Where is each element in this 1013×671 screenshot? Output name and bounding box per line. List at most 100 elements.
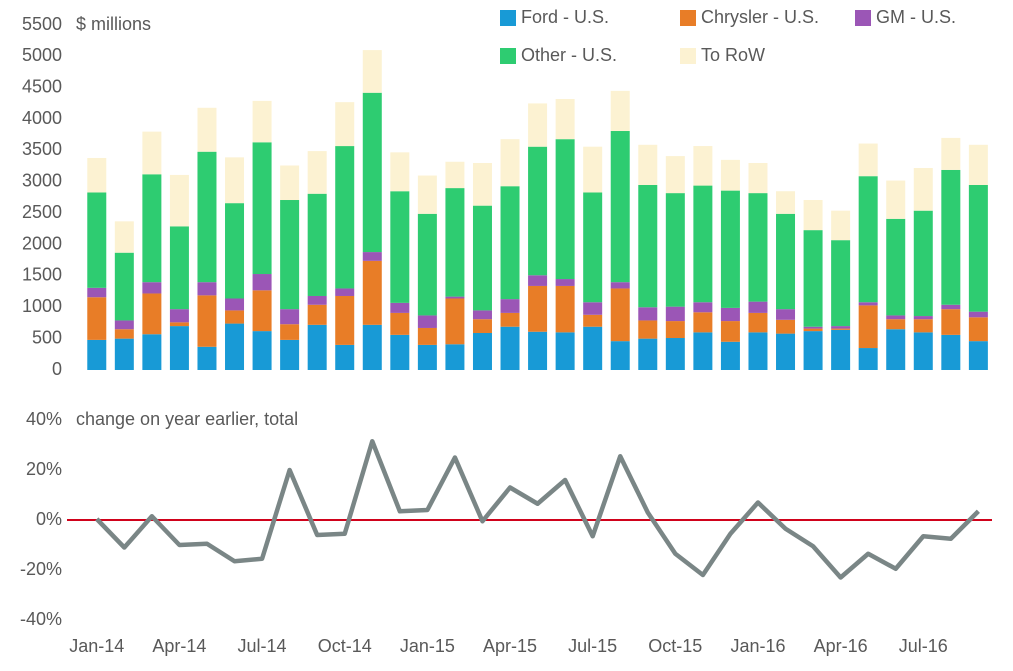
bar-segment bbox=[968, 144, 988, 185]
y-tick-label: 4500 bbox=[22, 76, 62, 96]
bar-segment bbox=[252, 290, 272, 332]
bar-segment bbox=[390, 152, 410, 192]
bar-segment bbox=[225, 157, 245, 204]
bar-segment bbox=[445, 298, 465, 345]
axis-title: change on year earlier, total bbox=[76, 409, 298, 429]
y-tick-label: 4000 bbox=[22, 108, 62, 128]
x-tick-label: Apr-14 bbox=[152, 636, 206, 656]
bar-segment bbox=[831, 326, 851, 329]
bar-segment bbox=[142, 174, 162, 283]
bar-segment bbox=[114, 221, 134, 253]
bar-segment bbox=[858, 305, 878, 349]
y-tick-label: 20% bbox=[26, 459, 62, 479]
x-tick-label: Apr-16 bbox=[814, 636, 868, 656]
bar-segment bbox=[583, 314, 603, 327]
bar-segment bbox=[941, 169, 961, 305]
bar-segment bbox=[528, 331, 548, 370]
bar-segment bbox=[858, 143, 878, 177]
x-tick-label: Jul-16 bbox=[899, 636, 948, 656]
bar-segment bbox=[142, 282, 162, 294]
x-tick-label: Jan-14 bbox=[69, 636, 124, 656]
bar-segment bbox=[417, 175, 437, 214]
bar-segment bbox=[858, 176, 878, 303]
legend-swatch bbox=[855, 10, 871, 26]
bar-segment bbox=[720, 159, 740, 191]
bar-segment bbox=[555, 139, 575, 280]
bar-segment bbox=[417, 327, 437, 345]
bar-segment bbox=[555, 99, 575, 140]
bar-segment bbox=[776, 319, 796, 334]
bar-segment bbox=[445, 296, 465, 299]
bar-segment bbox=[803, 200, 823, 231]
bar-segment bbox=[252, 142, 272, 275]
bar-segment bbox=[665, 193, 685, 307]
bar-segment bbox=[748, 193, 768, 302]
bar-segment bbox=[280, 324, 300, 340]
bar-segment bbox=[472, 319, 492, 333]
bar-segment bbox=[197, 295, 217, 347]
bar-segment bbox=[720, 341, 740, 370]
bar-segment bbox=[307, 324, 327, 370]
bar-segment bbox=[500, 186, 520, 300]
bar-segment bbox=[583, 192, 603, 303]
x-tick-label: Oct-15 bbox=[648, 636, 702, 656]
y-tick-label: 0 bbox=[52, 359, 62, 379]
y-tick-label: 1500 bbox=[22, 265, 62, 285]
bar-segment bbox=[528, 275, 548, 286]
bar-segment bbox=[472, 310, 492, 320]
legend-swatch bbox=[680, 48, 696, 64]
bar-segment bbox=[280, 339, 300, 370]
bar-segment bbox=[417, 315, 437, 328]
bar-segment bbox=[941, 334, 961, 370]
x-tick-label: Apr-15 bbox=[483, 636, 537, 656]
bar-segment bbox=[913, 332, 933, 370]
bar-segment bbox=[803, 326, 823, 329]
x-tick-label: Jul-14 bbox=[238, 636, 287, 656]
bar-segment bbox=[445, 161, 465, 189]
bar-segment bbox=[803, 230, 823, 327]
bar-segment bbox=[583, 302, 603, 315]
bar-segment bbox=[555, 279, 575, 286]
bar-segment bbox=[500, 312, 520, 327]
bar-segment bbox=[776, 333, 796, 370]
bar-segment bbox=[252, 331, 272, 370]
bar-segment bbox=[225, 298, 245, 311]
bar-segment bbox=[307, 193, 327, 296]
bar-segment bbox=[252, 100, 272, 143]
y-tick-label: 5500 bbox=[22, 14, 62, 34]
bar-segment bbox=[114, 320, 134, 330]
bar-segment bbox=[583, 326, 603, 370]
y-tick-label: 0% bbox=[36, 509, 62, 529]
bar-segment bbox=[886, 319, 906, 330]
bar-segment bbox=[280, 200, 300, 310]
bar-segment bbox=[748, 312, 768, 333]
bar-segment bbox=[776, 191, 796, 214]
legend-label: Other - U.S. bbox=[521, 45, 617, 65]
bar-segment bbox=[528, 285, 548, 332]
bar-segment bbox=[913, 319, 933, 333]
legend-label: Chrysler - U.S. bbox=[701, 7, 819, 27]
bar-segment bbox=[638, 338, 658, 370]
bar-segment bbox=[610, 131, 630, 283]
bar-segment bbox=[803, 328, 823, 332]
bar-segment bbox=[528, 103, 548, 147]
bar-segment bbox=[335, 146, 355, 289]
bar-segment bbox=[610, 288, 630, 342]
bar-segment bbox=[114, 338, 134, 370]
bar-segment bbox=[142, 131, 162, 175]
bar-segment bbox=[941, 304, 961, 310]
bar-segment bbox=[472, 332, 492, 370]
bar-segment bbox=[748, 163, 768, 194]
bar-segment bbox=[445, 344, 465, 370]
bar-segment bbox=[472, 205, 492, 311]
bar-segment bbox=[831, 329, 851, 370]
y-tick-label: 500 bbox=[32, 327, 62, 347]
bar-segment bbox=[693, 312, 713, 333]
bar-segment bbox=[555, 285, 575, 333]
y-tick-label: -40% bbox=[20, 609, 62, 629]
bar-segment bbox=[169, 226, 189, 310]
bar-segment bbox=[114, 329, 134, 339]
bar-segment bbox=[583, 146, 603, 193]
y-tick-label: 2500 bbox=[22, 202, 62, 222]
